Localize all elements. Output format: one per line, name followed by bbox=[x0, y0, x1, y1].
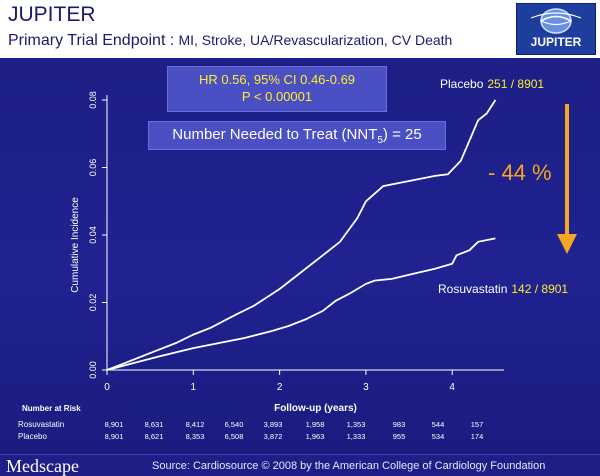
rosuvastatin-label-count: 142 / 8901 bbox=[511, 282, 568, 296]
y-axis-label: Cumulative Incidence bbox=[70, 197, 81, 293]
km-chart: 0 1 2 3 4 0.00 0.02 0.04 0.06 0.08 Follow-up (year… bbox=[18, 77, 577, 441]
x-tick-label: 3 bbox=[363, 382, 369, 393]
series-line-rosuvastatin bbox=[106, 237, 496, 371]
risk-reduction-text: - 44 % bbox=[488, 160, 552, 185]
series-label-rosuvastatin: Rosuvastatin 142 / 8901 bbox=[438, 282, 568, 296]
logo-text: JUPITER bbox=[530, 35, 582, 49]
risk-cell: 8,412 bbox=[186, 420, 205, 429]
series-label-placebo: Placebo 251 / 8901 bbox=[440, 77, 544, 91]
y-tick-label: 0.06 bbox=[88, 159, 98, 177]
risk-cell: 6,540 bbox=[225, 420, 244, 429]
y-tick-label: 0.04 bbox=[88, 226, 98, 244]
nnt-box: Number Needed to Treat (NNT5) = 25 bbox=[148, 121, 446, 150]
risk-cell: 6,508 bbox=[225, 432, 244, 441]
risk-cell: 955 bbox=[393, 432, 406, 441]
x-tick-label: 2 bbox=[277, 382, 283, 393]
placebo-label-count: 251 / 8901 bbox=[487, 77, 544, 91]
y-tick-label: 0.00 bbox=[88, 361, 98, 379]
risk-cell: 8,621 bbox=[145, 432, 164, 441]
x-tick-label: 0 bbox=[104, 382, 110, 393]
risk-cell: 1,958 bbox=[306, 420, 325, 429]
risk-cell: 1,353 bbox=[347, 420, 366, 429]
risk-row-label: Placebo bbox=[18, 432, 47, 441]
jupiter-logo: JUPITER bbox=[516, 3, 596, 55]
source-credit: Source: Cardiosource © 2008 by the Ameri… bbox=[152, 460, 546, 472]
risk-cell: 544 bbox=[432, 420, 445, 429]
risk-cell: 8,631 bbox=[145, 420, 164, 429]
risk-row-label: Rosuvastatin bbox=[18, 420, 64, 429]
slide-subtitle: Primary Trial Endpoint : MI, Stroke, UA/… bbox=[8, 32, 452, 50]
risk-cell: 983 bbox=[393, 420, 406, 429]
tick-layer: 0 1 2 3 4 0.00 0.02 0.04 0.06 0.08 Follow-up (year… bbox=[70, 91, 455, 414]
series-labels: Placebo 251 / 8901 Rosuvastatin 142 / 8901 bbox=[438, 77, 568, 296]
subtitle-lead: Primary Trial Endpoint : bbox=[8, 32, 175, 49]
risk-cell: 8,353 bbox=[186, 432, 205, 441]
y-tick-label: 0.02 bbox=[88, 294, 98, 312]
hazard-ratio-box: HR 0.56, 95% CI 0.46-0.69 P < 0.00001 bbox=[167, 66, 387, 112]
nnt-prefix: Number Needed to Treat (NNT bbox=[172, 126, 378, 143]
risk-cell: 3,893 bbox=[264, 420, 283, 429]
chart-axes bbox=[106, 95, 504, 371]
risk-cell: 534 bbox=[432, 432, 445, 441]
risk-cell: 3,872 bbox=[264, 432, 283, 441]
rosuvastatin-label-name: Rosuvastatin bbox=[438, 282, 507, 296]
hazard-ratio-text: HR 0.56, 95% CI 0.46-0.69 bbox=[198, 72, 356, 87]
risk-cell: 8,901 bbox=[105, 432, 124, 441]
placebo-label-name: Placebo bbox=[440, 77, 484, 91]
medscape-logo: Medscape bbox=[6, 456, 79, 476]
reduction-arrow-icon bbox=[557, 104, 577, 254]
footer: Medscape Source: Cardiosource © 2008 by … bbox=[0, 454, 600, 476]
x-tick-label: 1 bbox=[191, 382, 197, 393]
nnt-suffix: ) = 25 bbox=[382, 126, 422, 143]
risk-table-heading: Number at Risk bbox=[22, 404, 81, 413]
series-line-placebo bbox=[106, 99, 497, 371]
subtitle-rest: MI, Stroke, UA/Revascularization, CV Dea… bbox=[178, 32, 453, 48]
x-tick-label: 4 bbox=[449, 382, 455, 393]
slide-title: JUPITER bbox=[8, 3, 96, 26]
header: JUPITER Primary Trial Endpoint : MI, Str… bbox=[0, 0, 600, 58]
risk-cell: 1,333 bbox=[347, 432, 366, 441]
risk-cell: 174 bbox=[471, 432, 484, 441]
risk-table: Number at Risk Rosuvastatin 8,901 8,631 8,41… bbox=[18, 404, 483, 441]
risk-cell: 1,963 bbox=[306, 432, 325, 441]
risk-cell: 8,901 bbox=[105, 420, 124, 429]
x-axis-label: Follow-up (years) bbox=[274, 403, 357, 414]
p-value-text: P < 0.00001 bbox=[241, 89, 313, 104]
risk-cell: 157 bbox=[471, 420, 484, 429]
series-layer bbox=[106, 99, 497, 371]
globe-icon bbox=[530, 8, 582, 34]
y-tick-label: 0.08 bbox=[88, 91, 98, 109]
nnt-subscript: 5 bbox=[377, 135, 383, 146]
